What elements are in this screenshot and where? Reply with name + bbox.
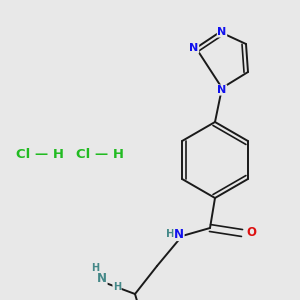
Text: N: N [218,27,226,37]
Text: Cl — H: Cl — H [76,148,124,161]
Text: O: O [246,226,256,239]
Text: N: N [218,85,226,95]
Text: Cl — H: Cl — H [16,148,64,161]
Text: N: N [97,272,107,286]
Text: H: H [113,282,121,292]
Text: H: H [166,229,174,239]
Text: H: H [91,263,99,273]
Text: N: N [174,227,184,241]
Text: N: N [189,43,199,53]
